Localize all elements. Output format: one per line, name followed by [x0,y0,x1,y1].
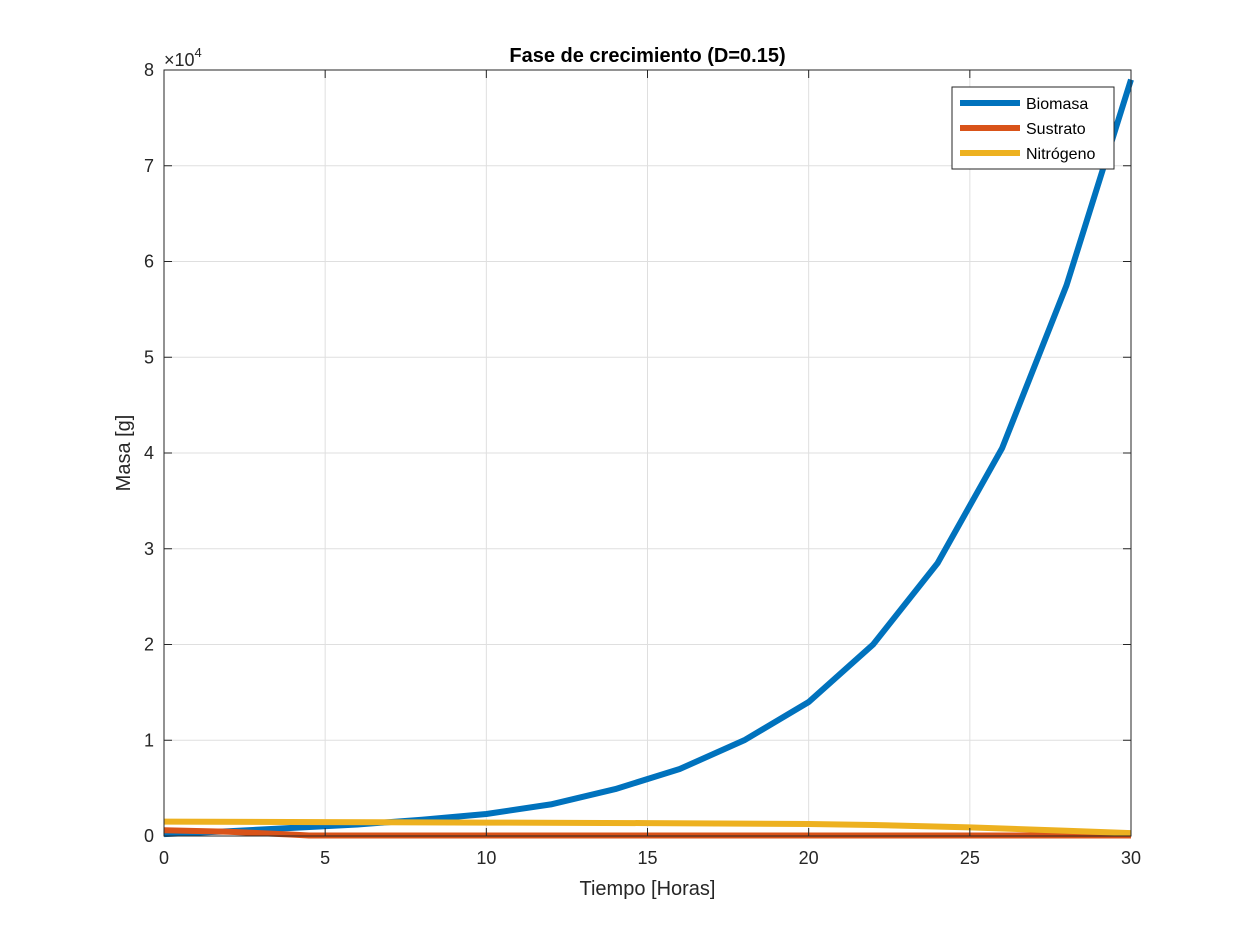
y-axis-exponent: ×104 [164,45,202,70]
y-axis-label: Masa [g] [113,415,135,492]
tick-labels: 0 5 10 15 20 25 30 0 1 2 3 4 5 6 7 8 [144,60,1141,868]
y-tick-label: 6 [144,252,154,272]
y-tick-label: 3 [144,539,154,559]
x-tick-label: 10 [476,848,496,868]
x-tick-label: 5 [320,848,330,868]
series-line-2 [163,818,1132,837]
legend: Biomasa Sustrato Nitrógeno [951,86,1115,170]
x-tick-label: 25 [960,848,980,868]
y-tick-label: 4 [144,443,154,463]
y-tick-label: 7 [144,156,154,176]
y-tick-label: 2 [144,635,154,655]
chart-title: Fase de crecimiento (D=0.15) [509,45,785,67]
y-tick-label: 8 [144,60,154,80]
series-line-0 [163,78,1134,838]
x-axis-label: Tiempo [Horas] [580,878,716,900]
legend-label: Sustrato [1026,121,1086,138]
x-tick-label: 30 [1121,848,1141,868]
axes-frame [163,69,1132,837]
x-tick-label: 15 [637,848,657,868]
legend-label: Biomasa [1026,96,1088,113]
y-tick-label: 5 [144,347,154,367]
y-tick-label: 0 [144,826,154,846]
y-tick-label: 1 [144,730,154,750]
legend-label: Nitrógeno [1026,146,1095,163]
x-tick-label: 20 [799,848,819,868]
y-axis-exponent-base: ×10 [164,50,195,70]
x-tick-label: 0 [159,848,169,868]
y-axis-exponent-power: 4 [195,45,202,60]
